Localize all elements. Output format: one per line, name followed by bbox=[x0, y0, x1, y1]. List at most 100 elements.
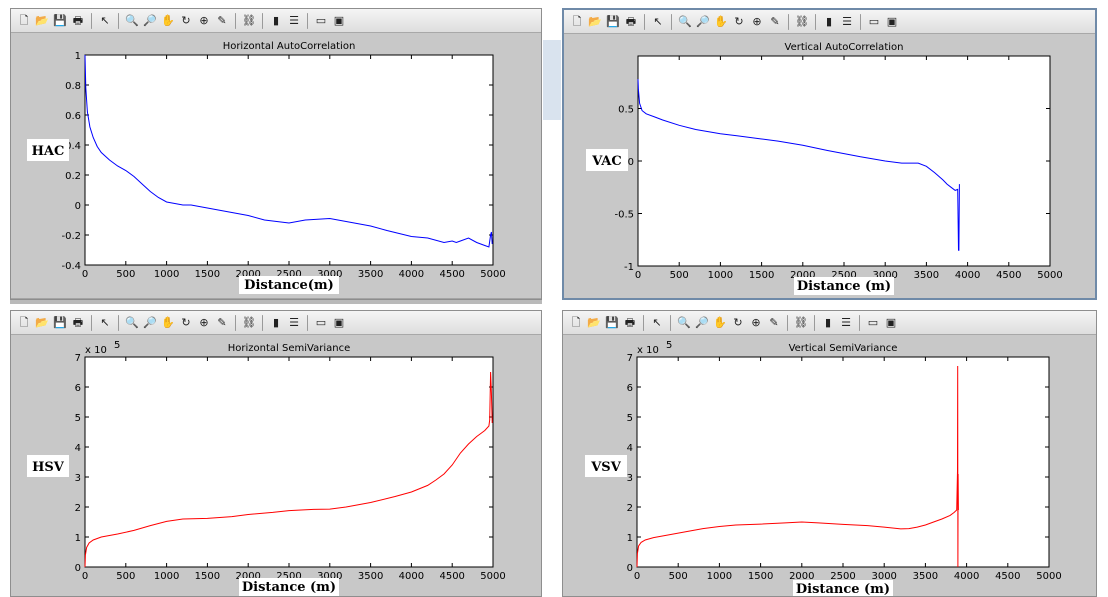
pan-icon[interactable]: ✋ bbox=[714, 14, 728, 28]
x-tick-label: 2000 bbox=[235, 571, 260, 582]
new-icon[interactable]: 🗋 bbox=[571, 315, 581, 329]
link-icon[interactable]: ⛓ bbox=[795, 14, 809, 28]
zoom-in-icon[interactable]: 🔍 bbox=[678, 14, 692, 28]
datacursor-icon[interactable]: ⊕ bbox=[751, 315, 761, 329]
colorbar-icon[interactable]: ▮ bbox=[272, 13, 280, 27]
x-tick-label: 1500 bbox=[749, 270, 774, 281]
y-tick-label: 2 bbox=[75, 503, 81, 514]
save-icon[interactable]: 💾 bbox=[606, 14, 620, 28]
toolbar-separator bbox=[643, 314, 644, 331]
print-icon[interactable]: 🖶 bbox=[72, 315, 84, 329]
x-tick-label: 1000 bbox=[154, 571, 179, 582]
toolbar-separator bbox=[644, 13, 645, 30]
legend-icon[interactable]: ☰ bbox=[842, 14, 852, 28]
hide-plottools-icon[interactable]: ▭ bbox=[867, 315, 879, 329]
zoom-out-icon[interactable]: 🔎 bbox=[696, 14, 710, 28]
colorbar-icon[interactable]: ▮ bbox=[824, 315, 832, 329]
open-icon[interactable]: 📂 bbox=[588, 14, 602, 28]
hide-plottools-icon[interactable]: ▭ bbox=[315, 315, 327, 329]
new-icon[interactable]: 🗋 bbox=[19, 315, 29, 329]
y-axis-label: VAC bbox=[591, 154, 622, 169]
new-icon[interactable]: 🗋 bbox=[572, 14, 582, 28]
figure-toolbar: 🗋 📂 💾 🖶 ↖ 🔍 🔎 ✋ ↻ ⊕ ✎ ⛓ ▮ ☰ ▭ ▣ bbox=[563, 311, 1096, 335]
y-tick-label: 2 bbox=[627, 503, 633, 514]
y-tick-label: 6 bbox=[627, 383, 633, 394]
x-tick-label: 0 bbox=[635, 270, 641, 281]
figure-window-hsv: 🗋 📂 💾 🖶 ↖ 🔍 🔎 ✋ ↻ ⊕ ✎ ⛓ ▮ ☰ ▭ ▣ Horizontal SemiVariance… bbox=[10, 310, 542, 597]
legend-icon[interactable]: ☰ bbox=[289, 13, 299, 27]
brush-icon[interactable]: ✎ bbox=[217, 13, 227, 27]
y-tick-label: 5 bbox=[627, 413, 633, 424]
rotate-icon[interactable]: ↻ bbox=[181, 13, 191, 27]
zoom-out-icon[interactable]: 🔎 bbox=[695, 315, 709, 329]
colorbar-icon[interactable]: ▮ bbox=[272, 315, 280, 329]
hide-plottools-icon[interactable]: ▭ bbox=[315, 13, 327, 27]
link-icon[interactable]: ⛓ bbox=[242, 13, 256, 27]
y-multiplier: x 10 bbox=[85, 345, 107, 356]
pointer-icon[interactable]: ↖ bbox=[653, 14, 663, 28]
show-plottools-icon[interactable]: ▣ bbox=[886, 14, 898, 28]
chart-title: Horizontal AutoCorrelation bbox=[223, 41, 356, 52]
y-multiplier: x 10 bbox=[637, 345, 659, 356]
y-tick-label: 3 bbox=[627, 473, 633, 484]
brush-icon[interactable]: ✎ bbox=[770, 14, 780, 28]
show-plottools-icon[interactable]: ▣ bbox=[333, 13, 345, 27]
save-icon[interactable]: 💾 bbox=[53, 13, 67, 27]
show-plottools-icon[interactable]: ▣ bbox=[333, 315, 345, 329]
legend-icon[interactable]: ☰ bbox=[841, 315, 851, 329]
print-icon[interactable]: 🖶 bbox=[625, 14, 637, 28]
x-axis-label: Distance (m) bbox=[242, 580, 336, 595]
pointer-icon[interactable]: ↖ bbox=[652, 315, 662, 329]
print-icon[interactable]: 🖶 bbox=[624, 315, 636, 329]
brush-icon[interactable]: ✎ bbox=[217, 315, 227, 329]
pan-icon[interactable]: ✋ bbox=[161, 13, 175, 27]
x-tick-label: 0 bbox=[82, 571, 88, 582]
rotate-icon[interactable]: ↻ bbox=[734, 14, 744, 28]
hide-plottools-icon[interactable]: ▭ bbox=[868, 14, 880, 28]
save-icon[interactable]: 💾 bbox=[53, 315, 67, 329]
link-icon[interactable]: ⛓ bbox=[242, 315, 256, 329]
x-tick-label: 4500 bbox=[995, 571, 1020, 582]
pan-icon[interactable]: ✋ bbox=[161, 315, 175, 329]
new-icon[interactable]: 🗋 bbox=[19, 13, 29, 27]
brush-icon[interactable]: ✎ bbox=[769, 315, 779, 329]
figure-window-vac: 🗋 📂 💾 🖶 ↖ 🔍 🔎 ✋ ↻ ⊕ ✎ ⛓ ▮ ☰ ▭ ▣ Vertical AutoCorrelatio… bbox=[562, 8, 1097, 300]
series-line bbox=[637, 79, 960, 251]
y-axis-label: VSV bbox=[590, 460, 621, 475]
pan-icon[interactable]: ✋ bbox=[713, 315, 727, 329]
rotate-icon[interactable]: ↻ bbox=[181, 315, 191, 329]
toolbar-separator bbox=[859, 314, 860, 331]
show-plottools-icon[interactable]: ▣ bbox=[885, 315, 897, 329]
save-icon[interactable]: 💾 bbox=[605, 315, 619, 329]
y-axis-label: HSV bbox=[32, 460, 65, 475]
toolbar-separator bbox=[91, 314, 92, 331]
open-icon[interactable]: 📂 bbox=[35, 315, 49, 329]
zoom-in-icon[interactable]: 🔍 bbox=[677, 315, 691, 329]
colorbar-icon[interactable]: ▮ bbox=[825, 14, 833, 28]
zoom-in-icon[interactable]: 🔍 bbox=[125, 13, 139, 27]
datacursor-icon[interactable]: ⊕ bbox=[199, 315, 209, 329]
pointer-icon[interactable]: ↖ bbox=[100, 315, 110, 329]
x-tick-label: 3500 bbox=[913, 571, 938, 582]
datacursor-icon[interactable]: ⊕ bbox=[752, 14, 762, 28]
print-icon[interactable]: 🖶 bbox=[72, 13, 84, 27]
legend-icon[interactable]: ☰ bbox=[289, 315, 299, 329]
toolbar-separator bbox=[118, 314, 119, 331]
chart-title: Horizontal SemiVariance bbox=[228, 343, 350, 354]
open-icon[interactable]: 📂 bbox=[35, 13, 49, 27]
plot-area bbox=[84, 356, 494, 568]
open-icon[interactable]: 📂 bbox=[587, 315, 601, 329]
rotate-icon[interactable]: ↻ bbox=[733, 315, 743, 329]
x-tick-label: 4000 bbox=[399, 269, 424, 280]
zoom-out-icon[interactable]: 🔎 bbox=[143, 13, 157, 27]
chart-vac: Vertical AutoCorrelation 0 500 1000 1500 2000… bbox=[586, 42, 1063, 295]
zoom-out-icon[interactable]: 🔎 bbox=[143, 315, 157, 329]
zoom-in-icon[interactable]: 🔍 bbox=[125, 315, 139, 329]
datacursor-icon[interactable]: ⊕ bbox=[199, 13, 209, 27]
toolbar-separator bbox=[235, 314, 236, 331]
x-tick-label: 4500 bbox=[439, 269, 464, 280]
pointer-icon[interactable]: ↖ bbox=[100, 13, 110, 27]
menu-strip-decor bbox=[10, 298, 542, 304]
link-icon[interactable]: ⛓ bbox=[794, 315, 808, 329]
